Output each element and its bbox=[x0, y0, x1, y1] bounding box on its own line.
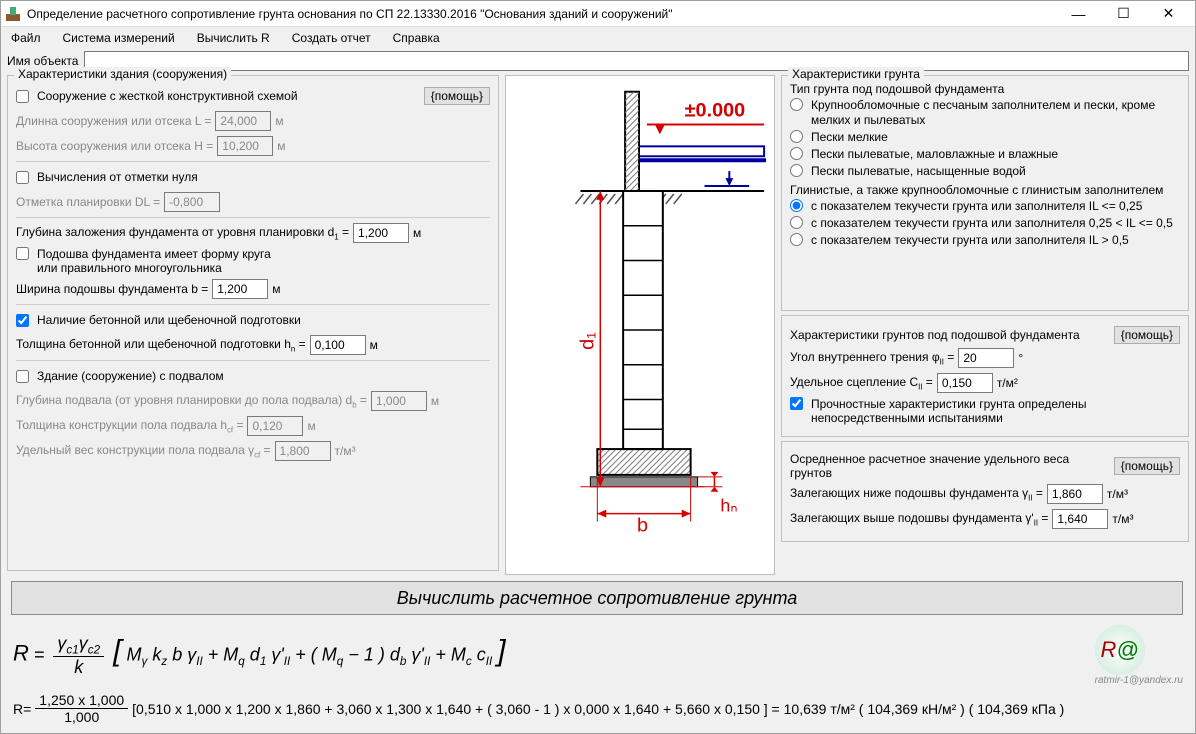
hgt-input[interactable] bbox=[217, 136, 273, 156]
direct-checkbox[interactable] bbox=[790, 397, 803, 410]
width-unit: м bbox=[272, 282, 280, 296]
soil-label-2: Пески мелкие bbox=[811, 130, 888, 145]
maximize-button[interactable]: ☐ bbox=[1101, 1, 1146, 27]
props-title: Характеристики грунтов под подошвой фунд… bbox=[790, 328, 1080, 342]
dl-label: Отметка планировки DL = bbox=[16, 195, 160, 209]
direct-label: Прочностные характеристики грунта опреде… bbox=[811, 397, 1180, 425]
zero-label: Вычисления от отметки нуля bbox=[37, 170, 198, 184]
left-title: Характеристики здания (сооружения) bbox=[14, 67, 231, 81]
floor-thick-input[interactable] bbox=[247, 416, 303, 436]
above-input[interactable] bbox=[1052, 509, 1108, 529]
floor-thick-label: Толщина конструкции пола подвала hcf = bbox=[16, 418, 243, 434]
soil-radio-4[interactable] bbox=[790, 164, 803, 177]
left-help-button[interactable]: {помощь} bbox=[424, 87, 490, 105]
dl-input[interactable] bbox=[164, 192, 220, 212]
depth-label: Глубина заложения фундамента от уровня п… bbox=[16, 225, 349, 241]
object-label: Имя объекта bbox=[7, 54, 78, 68]
calc-line: R= 1,250 x 1,0001,000 [0,510 x 1,000 x 1… bbox=[1, 690, 1195, 727]
c-unit: т/м² bbox=[997, 376, 1018, 390]
soil-radio-2[interactable] bbox=[790, 130, 803, 143]
c-input[interactable] bbox=[937, 373, 993, 393]
soil-radio-6[interactable] bbox=[790, 216, 803, 229]
hgt-label: Высота сооружения или отсека H = bbox=[16, 139, 213, 153]
soil-label-7: с показателем текучести грунта или запол… bbox=[811, 233, 1129, 248]
elev-text: ±0.000 bbox=[685, 100, 746, 122]
svg-text:hₙ: hₙ bbox=[720, 496, 737, 516]
svg-text:b: b bbox=[637, 514, 648, 536]
object-input[interactable] bbox=[84, 51, 1189, 71]
above-unit: т/м³ bbox=[1112, 512, 1133, 526]
depth-unit: м bbox=[413, 226, 421, 240]
len-label: Длинна сооружения или отсека L = bbox=[16, 114, 211, 128]
depth-input[interactable] bbox=[353, 223, 409, 243]
menu-calc[interactable]: Вычислить R bbox=[193, 29, 274, 47]
circle-label: Подошва фундамента имеет форму круга или… bbox=[37, 247, 271, 275]
below-label: Залегающих ниже подошвы фундамента γII = bbox=[790, 486, 1043, 502]
avg-title: Осредненное расчетное значение удельного… bbox=[790, 452, 1114, 480]
bed-label: Наличие бетонной или щебеночной подготов… bbox=[37, 313, 301, 327]
base-depth-label: Глубина подвала (от уровня планировки до… bbox=[16, 393, 367, 409]
floor-thick-unit: м bbox=[307, 419, 315, 433]
soil-label-6: с показателем текучести грунта или запол… bbox=[811, 216, 1173, 231]
rigid-label: Сооружение с жесткой конструктивной схем… bbox=[37, 89, 298, 103]
phi-input[interactable] bbox=[958, 348, 1014, 368]
phi-label: Угол внутреннего трения φII = bbox=[790, 350, 954, 366]
bed-thick-label: Толщина бетонной или щебеночной подготов… bbox=[16, 337, 306, 353]
window-title: Определение расчетного сопротивление гру… bbox=[27, 7, 1056, 21]
rigid-checkbox[interactable] bbox=[16, 90, 29, 103]
basement-checkbox[interactable] bbox=[16, 370, 29, 383]
soil-label-3: Пески пылеватые, маловлажные и влажные bbox=[811, 147, 1058, 162]
width-input[interactable] bbox=[212, 279, 268, 299]
hgt-unit: м bbox=[277, 139, 285, 153]
right-help-button[interactable]: {помощь} bbox=[1114, 326, 1180, 344]
width-label: Ширина подошвы фундамента b = bbox=[16, 282, 208, 296]
app-icon bbox=[5, 6, 21, 22]
basement-label: Здание (сооружение) с подвалом bbox=[37, 369, 224, 383]
bed-checkbox[interactable] bbox=[16, 314, 29, 327]
floor-weight-label: Удельный вес конструкции пола подвала γc… bbox=[16, 443, 271, 459]
circle-checkbox[interactable] bbox=[16, 247, 29, 260]
floor-weight-input[interactable] bbox=[275, 441, 331, 461]
len-input[interactable] bbox=[215, 111, 271, 131]
close-button[interactable]: ✕ bbox=[1146, 1, 1191, 27]
menu-report[interactable]: Создать отчет bbox=[288, 29, 375, 47]
soil-radio-5[interactable] bbox=[790, 199, 803, 212]
menu-system[interactable]: Система измерений bbox=[59, 29, 179, 47]
right-help2-button[interactable]: {помощь} bbox=[1114, 457, 1180, 475]
svg-text:d₁: d₁ bbox=[576, 332, 598, 350]
soil-label-5: с показателем текучести грунта или запол… bbox=[811, 199, 1142, 214]
above-label: Залегающих выше подошвы фундамента γ'II … bbox=[790, 511, 1048, 527]
calculate-button[interactable]: Вычислить расчетное сопротивление грунта bbox=[11, 581, 1183, 615]
formula: R = γc1γc2k [ Mγ kz b γII + Mq d1 γ'II +… bbox=[1, 621, 1195, 690]
bed-thick-unit: м bbox=[370, 338, 378, 352]
soil-radio-7[interactable] bbox=[790, 233, 803, 246]
phi-unit: ° bbox=[1018, 351, 1023, 365]
zero-checkbox[interactable] bbox=[16, 171, 29, 184]
app-window: Определение расчетного сопротивление гру… bbox=[0, 0, 1196, 734]
foundation-diagram: ±0.000 bbox=[505, 75, 775, 575]
logo-icon: R@ bbox=[1095, 625, 1145, 675]
logo-mail: ratmir-1@yandex.ru bbox=[1095, 675, 1183, 686]
soil-label-4: Пески пылеватые, насыщенные водой bbox=[811, 164, 1026, 179]
c-label: Удельное сцепление CII = bbox=[790, 375, 933, 391]
soil-radio-3[interactable] bbox=[790, 147, 803, 160]
base-depth-input[interactable] bbox=[371, 391, 427, 411]
soiltype-title: Тип грунта под подошвой фундамента bbox=[790, 82, 1180, 96]
bed-thick-input[interactable] bbox=[310, 335, 366, 355]
below-unit: т/м³ bbox=[1107, 487, 1128, 501]
base-depth-unit: м bbox=[431, 394, 439, 408]
menu-help[interactable]: Справка bbox=[389, 29, 444, 47]
soil-radio-1[interactable] bbox=[790, 98, 803, 111]
minimize-button[interactable]: — bbox=[1056, 1, 1101, 27]
below-input[interactable] bbox=[1047, 484, 1103, 504]
menu-file[interactable]: Файл bbox=[7, 29, 45, 47]
len-unit: м bbox=[275, 114, 283, 128]
floor-weight-unit: т/м³ bbox=[335, 444, 356, 458]
titlebar: Определение расчетного сопротивление гру… bbox=[1, 1, 1195, 27]
menubar: Файл Система измерений Вычислить R Созда… bbox=[1, 27, 1195, 49]
clay-title: Глинистые, а также крупнообломочные с гл… bbox=[790, 183, 1180, 197]
right-title: Характеристики грунта bbox=[788, 67, 924, 81]
soil-label-1: Крупнообломочные с песчаным заполнителем… bbox=[811, 98, 1180, 128]
